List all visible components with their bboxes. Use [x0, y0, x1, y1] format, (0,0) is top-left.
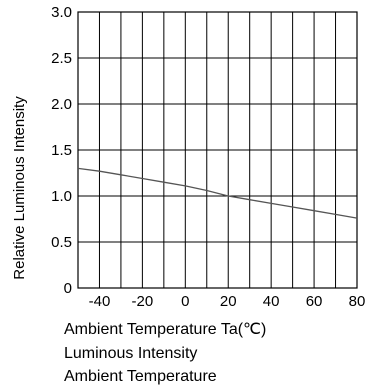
y-tick-label: 2.0 [51, 96, 72, 113]
caption-line-3: Ambient Temperature [64, 368, 217, 385]
y-tick-label: 1.5 [51, 142, 72, 159]
y-tick-label: 1.0 [51, 188, 72, 205]
series-line [77, 167, 358, 219]
x-tick-label: 40 [263, 293, 280, 310]
y-tick-labels: 0 0.5 1.0 1.5 2.0 2.5 3.0 [51, 4, 72, 297]
plot-frame [77, 11, 358, 289]
x-tick-label: -20 [132, 293, 154, 310]
x-axis-label: Ambient Temperature Ta(℃) [64, 321, 267, 338]
x-tick-label: 20 [220, 293, 237, 310]
x-tick-label: -40 [89, 293, 111, 310]
caption-line-2: Luminous Intensity [64, 345, 198, 362]
y-tick-label: 0 [64, 280, 72, 297]
grid-lines [78, 12, 357, 288]
y-tick-label: 3.0 [51, 4, 72, 21]
y-tick-label: 0.5 [51, 234, 72, 251]
x-tick-label: 60 [306, 293, 323, 310]
x-tick-label: 0 [181, 293, 189, 310]
y-axis-label: Relative Luminous Intensity [11, 96, 28, 280]
x-tick-labels: -40 -20 0 20 40 60 80 [89, 293, 366, 310]
x-tick-label: 80 [349, 293, 366, 310]
y-tick-label: 2.5 [51, 50, 72, 67]
